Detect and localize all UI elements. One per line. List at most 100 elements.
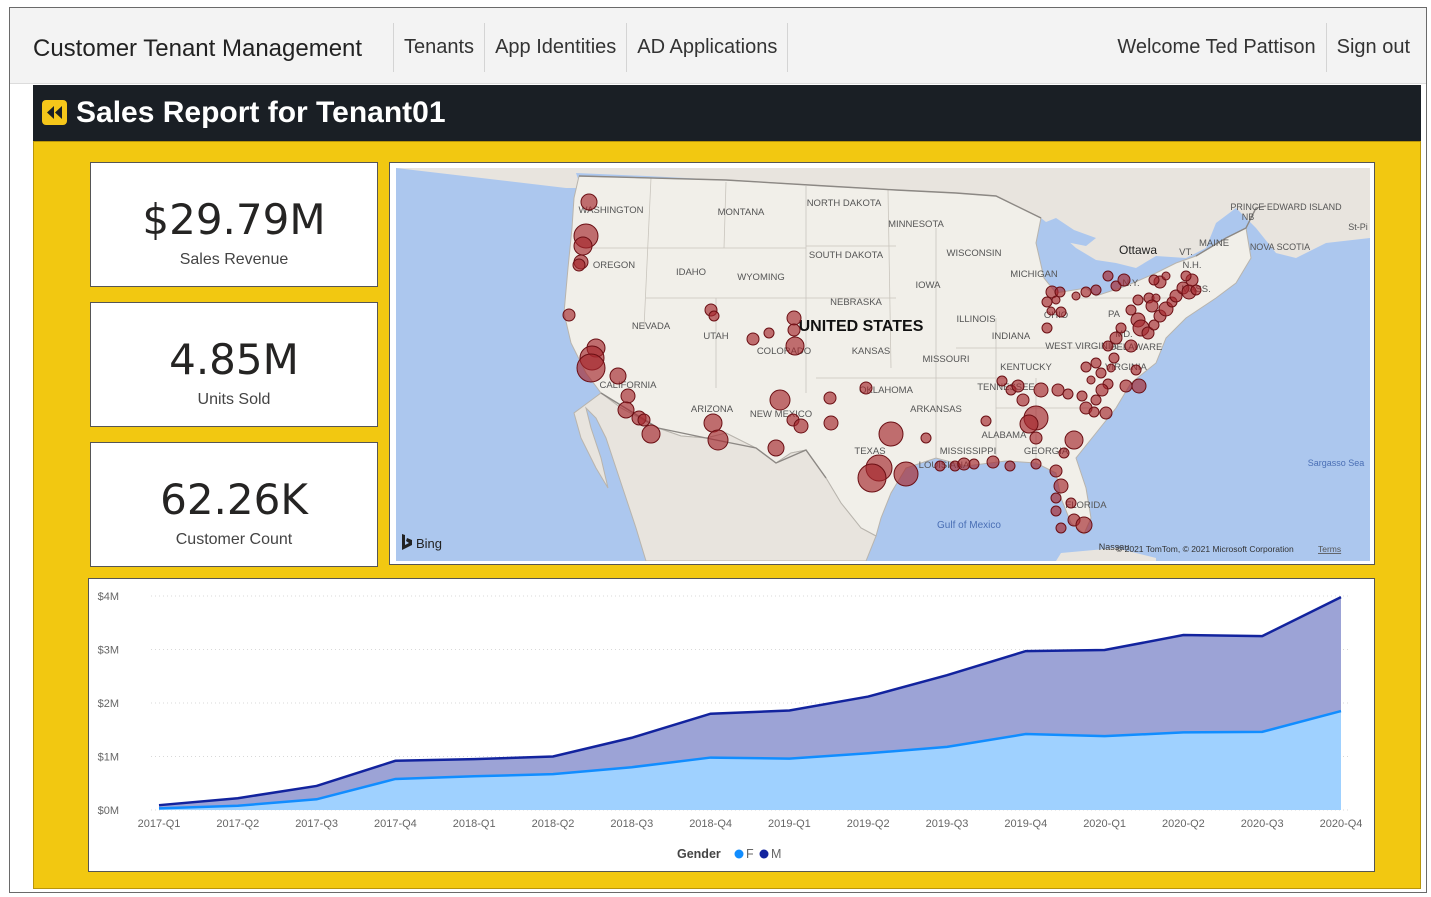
map-bubble[interactable]: [1029, 431, 1043, 445]
map-bubble[interactable]: [1117, 273, 1131, 287]
map-bubble[interactable]: [1055, 306, 1067, 318]
map-bubble[interactable]: [1076, 390, 1088, 402]
map-bubble[interactable]: [1019, 414, 1039, 434]
map-bubble[interactable]: [986, 455, 1000, 469]
map-bubble[interactable]: [617, 401, 635, 419]
map-bubble[interactable]: [1090, 284, 1102, 296]
map-bubble[interactable]: [641, 424, 661, 444]
map-bubble[interactable]: [859, 381, 873, 395]
map-bubble[interactable]: [957, 457, 971, 471]
map-bubble[interactable]: [1119, 379, 1133, 393]
nav-link-tenants[interactable]: Tenants: [393, 23, 484, 72]
rewind-icon[interactable]: [42, 100, 67, 125]
map-bubble[interactable]: [1145, 299, 1159, 313]
map-bubble[interactable]: [1065, 497, 1077, 509]
legend-marker-icon[interactable]: [759, 849, 769, 859]
map-bubble[interactable]: [823, 415, 839, 431]
map-bubble[interactable]: [1099, 406, 1113, 420]
map-bubble[interactable]: [1108, 352, 1120, 364]
map-bubble[interactable]: [1086, 375, 1096, 385]
map-bubble[interactable]: [1049, 464, 1063, 478]
map-bubble[interactable]: [1075, 516, 1093, 534]
map-canvas[interactable]: WASHINGTON MONTANA NORTH DAKOTA MINNESOTA OR…: [396, 168, 1370, 561]
map-bubble[interactable]: [1131, 378, 1147, 394]
map-bubble[interactable]: [576, 353, 606, 383]
map-bubble[interactable]: [1033, 382, 1049, 398]
map-bubble[interactable]: [787, 323, 801, 337]
map-bubble[interactable]: [1102, 340, 1114, 352]
map-bubble[interactable]: [1053, 478, 1069, 494]
map-bubble[interactable]: [793, 418, 809, 434]
map-bubble[interactable]: [562, 308, 576, 322]
map-bubble[interactable]: [1080, 361, 1092, 373]
map-bubble[interactable]: [763, 327, 775, 339]
sign-out-link[interactable]: Sign out: [1325, 23, 1426, 72]
map-bubble[interactable]: [1110, 280, 1122, 292]
map-bubble[interactable]: [1062, 388, 1074, 400]
map-bubble[interactable]: [1125, 304, 1137, 316]
map-bubble[interactable]: [1130, 364, 1142, 376]
map-bubble[interactable]: [1050, 505, 1062, 517]
sales-area-chart[interactable]: $0M $1M $2M $3M $4M 2017-Q1 2017-Q2 2017-Q3 201…: [88, 578, 1375, 872]
map-bubble[interactable]: [1051, 383, 1065, 397]
map-bubble[interactable]: [1124, 339, 1138, 353]
map-bubble[interactable]: [573, 236, 593, 256]
map-bubble[interactable]: [620, 388, 636, 404]
map-bubble[interactable]: [1030, 458, 1042, 470]
kpi-card-customer-count[interactable]: 62.26K Customer Count: [90, 442, 378, 567]
map-bubble[interactable]: [580, 193, 598, 211]
map-bubble[interactable]: [1046, 306, 1056, 316]
map-bubble[interactable]: [857, 463, 887, 493]
map-bubble[interactable]: [1041, 296, 1053, 308]
map-bubble[interactable]: [1071, 291, 1081, 301]
map-bubble[interactable]: [1050, 492, 1062, 504]
map-bubble[interactable]: [1115, 322, 1127, 334]
map-bubble[interactable]: [1102, 270, 1114, 282]
map-bubble[interactable]: [1106, 363, 1116, 373]
map-bubble[interactable]: [823, 391, 837, 405]
map-bubble[interactable]: [1141, 326, 1155, 340]
map-bubble[interactable]: [934, 460, 946, 472]
map-bubble[interactable]: [1011, 379, 1025, 393]
map-bubble[interactable]: [707, 429, 729, 451]
map-bubble[interactable]: [1088, 406, 1100, 418]
map-bubble[interactable]: [1051, 295, 1061, 305]
kpi-card-sales-revenue[interactable]: $29.79M Sales Revenue: [90, 162, 378, 287]
map-bubble[interactable]: [980, 415, 992, 427]
map-bubble[interactable]: [1090, 357, 1102, 369]
kpi-card-units-sold[interactable]: 4.85M Units Sold: [90, 302, 378, 427]
map-bubble[interactable]: [1080, 286, 1092, 298]
map-bubble[interactable]: [637, 413, 651, 427]
map-bubble[interactable]: [708, 310, 720, 322]
map-bubble[interactable]: [893, 461, 919, 487]
map-bubble[interactable]: [1004, 460, 1016, 472]
map-bubble[interactable]: [1016, 393, 1030, 407]
map-bubble[interactable]: [968, 458, 980, 470]
map-bubble[interactable]: [767, 439, 785, 457]
map-bubble[interactable]: [1148, 319, 1160, 331]
map-bubble[interactable]: [1109, 331, 1123, 345]
map-bubble[interactable]: [1064, 430, 1084, 450]
map-bubble[interactable]: [1161, 271, 1171, 281]
map-bubble[interactable]: [572, 258, 586, 272]
map-bubble[interactable]: [1058, 447, 1070, 459]
legend-item-m[interactable]: M: [771, 847, 781, 861]
nav-link-app-identities[interactable]: App Identities: [484, 23, 626, 72]
map-terms-link[interactable]: Terms: [1318, 544, 1341, 554]
map-bubble[interactable]: [1132, 294, 1144, 306]
map-bubble[interactable]: [769, 389, 791, 411]
map-bubble[interactable]: [1090, 394, 1102, 406]
chart-line-m[interactable]: [158, 595, 1342, 807]
brand-title[interactable]: Customer Tenant Management: [33, 35, 363, 62]
map-bubble[interactable]: [703, 413, 723, 433]
map-bubble[interactable]: [1190, 284, 1202, 296]
map-bubble[interactable]: [1180, 270, 1192, 282]
map-bubble[interactable]: [609, 367, 627, 385]
map-bubble[interactable]: [996, 375, 1008, 387]
legend-marker-icon[interactable]: [734, 849, 744, 859]
sales-map-visual[interactable]: WASHINGTON MONTANA NORTH DAKOTA MINNESOTA OR…: [389, 162, 1375, 565]
chart-line-f[interactable]: [158, 709, 1342, 810]
map-bubble[interactable]: [746, 332, 760, 346]
map-bubble[interactable]: [878, 421, 904, 447]
map-bubble[interactable]: [1055, 522, 1067, 534]
